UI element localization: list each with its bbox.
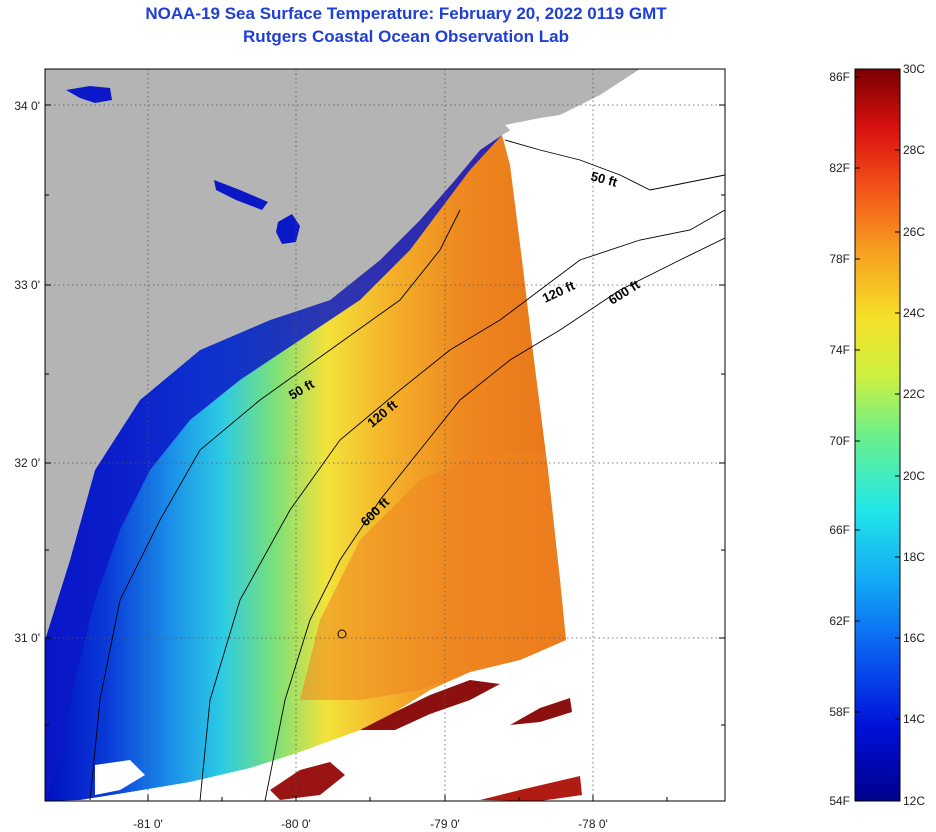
colorbar-c-label: 18C xyxy=(903,550,926,564)
colorbar-f-label: 70F xyxy=(829,434,850,448)
contour-600ft-line xyxy=(264,237,725,801)
colorbar-f-label: 86F xyxy=(829,70,850,84)
map-frame xyxy=(44,68,726,802)
lat-label-33: 33 0' xyxy=(14,278,40,292)
map-title: NOAA-19 Sea Surface Temperature: Februar… xyxy=(145,4,667,23)
lat-label-34: 34 0' xyxy=(14,99,40,113)
colorbar-c-label: 16C xyxy=(903,631,926,645)
inland-water xyxy=(214,180,268,210)
colorbar-c-label: 14C xyxy=(903,712,926,726)
inland-water xyxy=(66,86,112,103)
contour-seamount xyxy=(337,629,347,639)
colorbar-f-label: 58F xyxy=(829,705,850,719)
lon-label-81: -81 0' xyxy=(133,817,163,831)
colorbar-f-label: 66F xyxy=(829,523,850,537)
colorbar-f-label: 74F xyxy=(829,343,850,357)
contour-label-50ft: 50 ft xyxy=(589,168,619,190)
colorbar-c-label: 12C xyxy=(903,794,926,808)
lon-label-80: -80 0' xyxy=(281,817,311,831)
warm-offshore-core xyxy=(300,450,566,700)
land-mass xyxy=(45,69,725,640)
colorbar-c-label: 30C xyxy=(903,62,926,76)
lat-label-32: 32 0' xyxy=(14,456,40,470)
colorbar-f-label: 82F xyxy=(829,161,850,175)
colorbar xyxy=(854,68,901,802)
inland-water xyxy=(276,214,300,244)
colorbar-c-label: 20C xyxy=(903,469,926,483)
lon-label-79: -79 0' xyxy=(430,817,460,831)
colorbar-c-label: 26C xyxy=(903,225,926,239)
colorbar-c-label: 24C xyxy=(903,306,926,320)
gulf-stream-patch xyxy=(480,776,582,801)
colorbar-c-label: 28C xyxy=(903,143,926,157)
axis-ticks xyxy=(45,104,725,801)
colorbar-ticks xyxy=(855,68,900,802)
colorbar-f-label: 78F xyxy=(829,252,850,266)
no-data-patch xyxy=(95,760,145,795)
colorbar-f-label: 54F xyxy=(829,794,850,808)
colorbar-c-label: 22C xyxy=(903,387,926,401)
map-subtitle: Rutgers Coastal Ocean Observation Lab xyxy=(243,27,569,46)
lat-label-31: 31 0' xyxy=(14,631,40,645)
gulf-stream-patch xyxy=(510,698,572,725)
gulf-stream-patch xyxy=(270,762,345,800)
lon-label-78: -78 0' xyxy=(578,817,608,831)
graticule xyxy=(45,69,725,801)
land-mass-ne xyxy=(505,69,725,180)
contour-50ft-line xyxy=(89,139,725,801)
cold-coastal-band xyxy=(45,135,502,800)
gulf-stream-patch xyxy=(360,680,500,730)
colorbar-f-label: 62F xyxy=(829,614,850,628)
contour-120ft-line xyxy=(199,209,725,801)
